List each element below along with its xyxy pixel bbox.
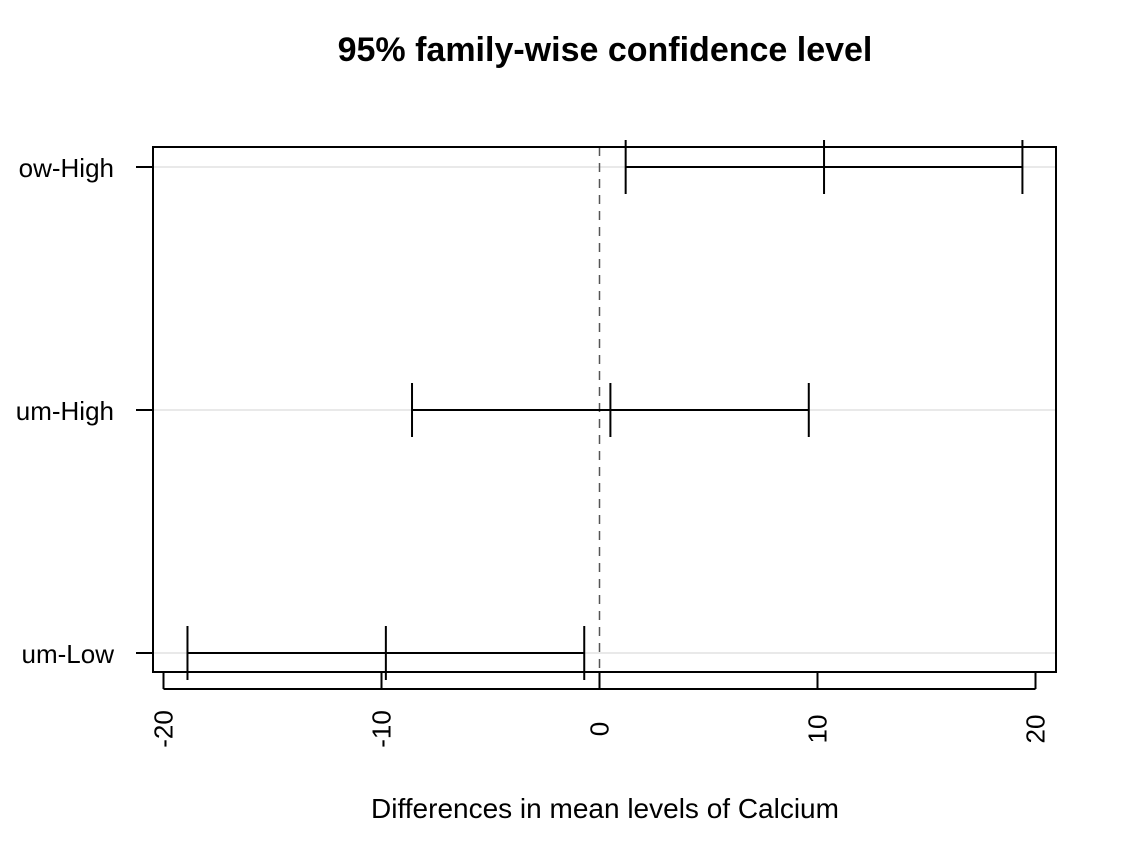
y-tick-label: um-High bbox=[16, 396, 114, 426]
x-axis-label: Differences in mean levels of Calcium bbox=[371, 793, 839, 824]
interval-0 bbox=[624, 140, 1024, 194]
x-tick-label: -10 bbox=[367, 710, 397, 748]
y-tick-label: um-Low bbox=[22, 639, 115, 669]
x-tick-label: 10 bbox=[803, 715, 833, 744]
y-axis: ow-High um-High um-Low bbox=[16, 153, 153, 669]
y-tick-label: ow-High bbox=[19, 153, 114, 183]
x-tick-label: 0 bbox=[585, 722, 615, 736]
x-tick-label: 20 bbox=[1021, 715, 1051, 744]
x-tick-label: -20 bbox=[149, 710, 179, 748]
x-axis: -20 -10 0 10 20 bbox=[149, 672, 1051, 748]
interval-1 bbox=[411, 383, 810, 437]
chart-title: 95% family-wise confidence level bbox=[338, 31, 873, 69]
